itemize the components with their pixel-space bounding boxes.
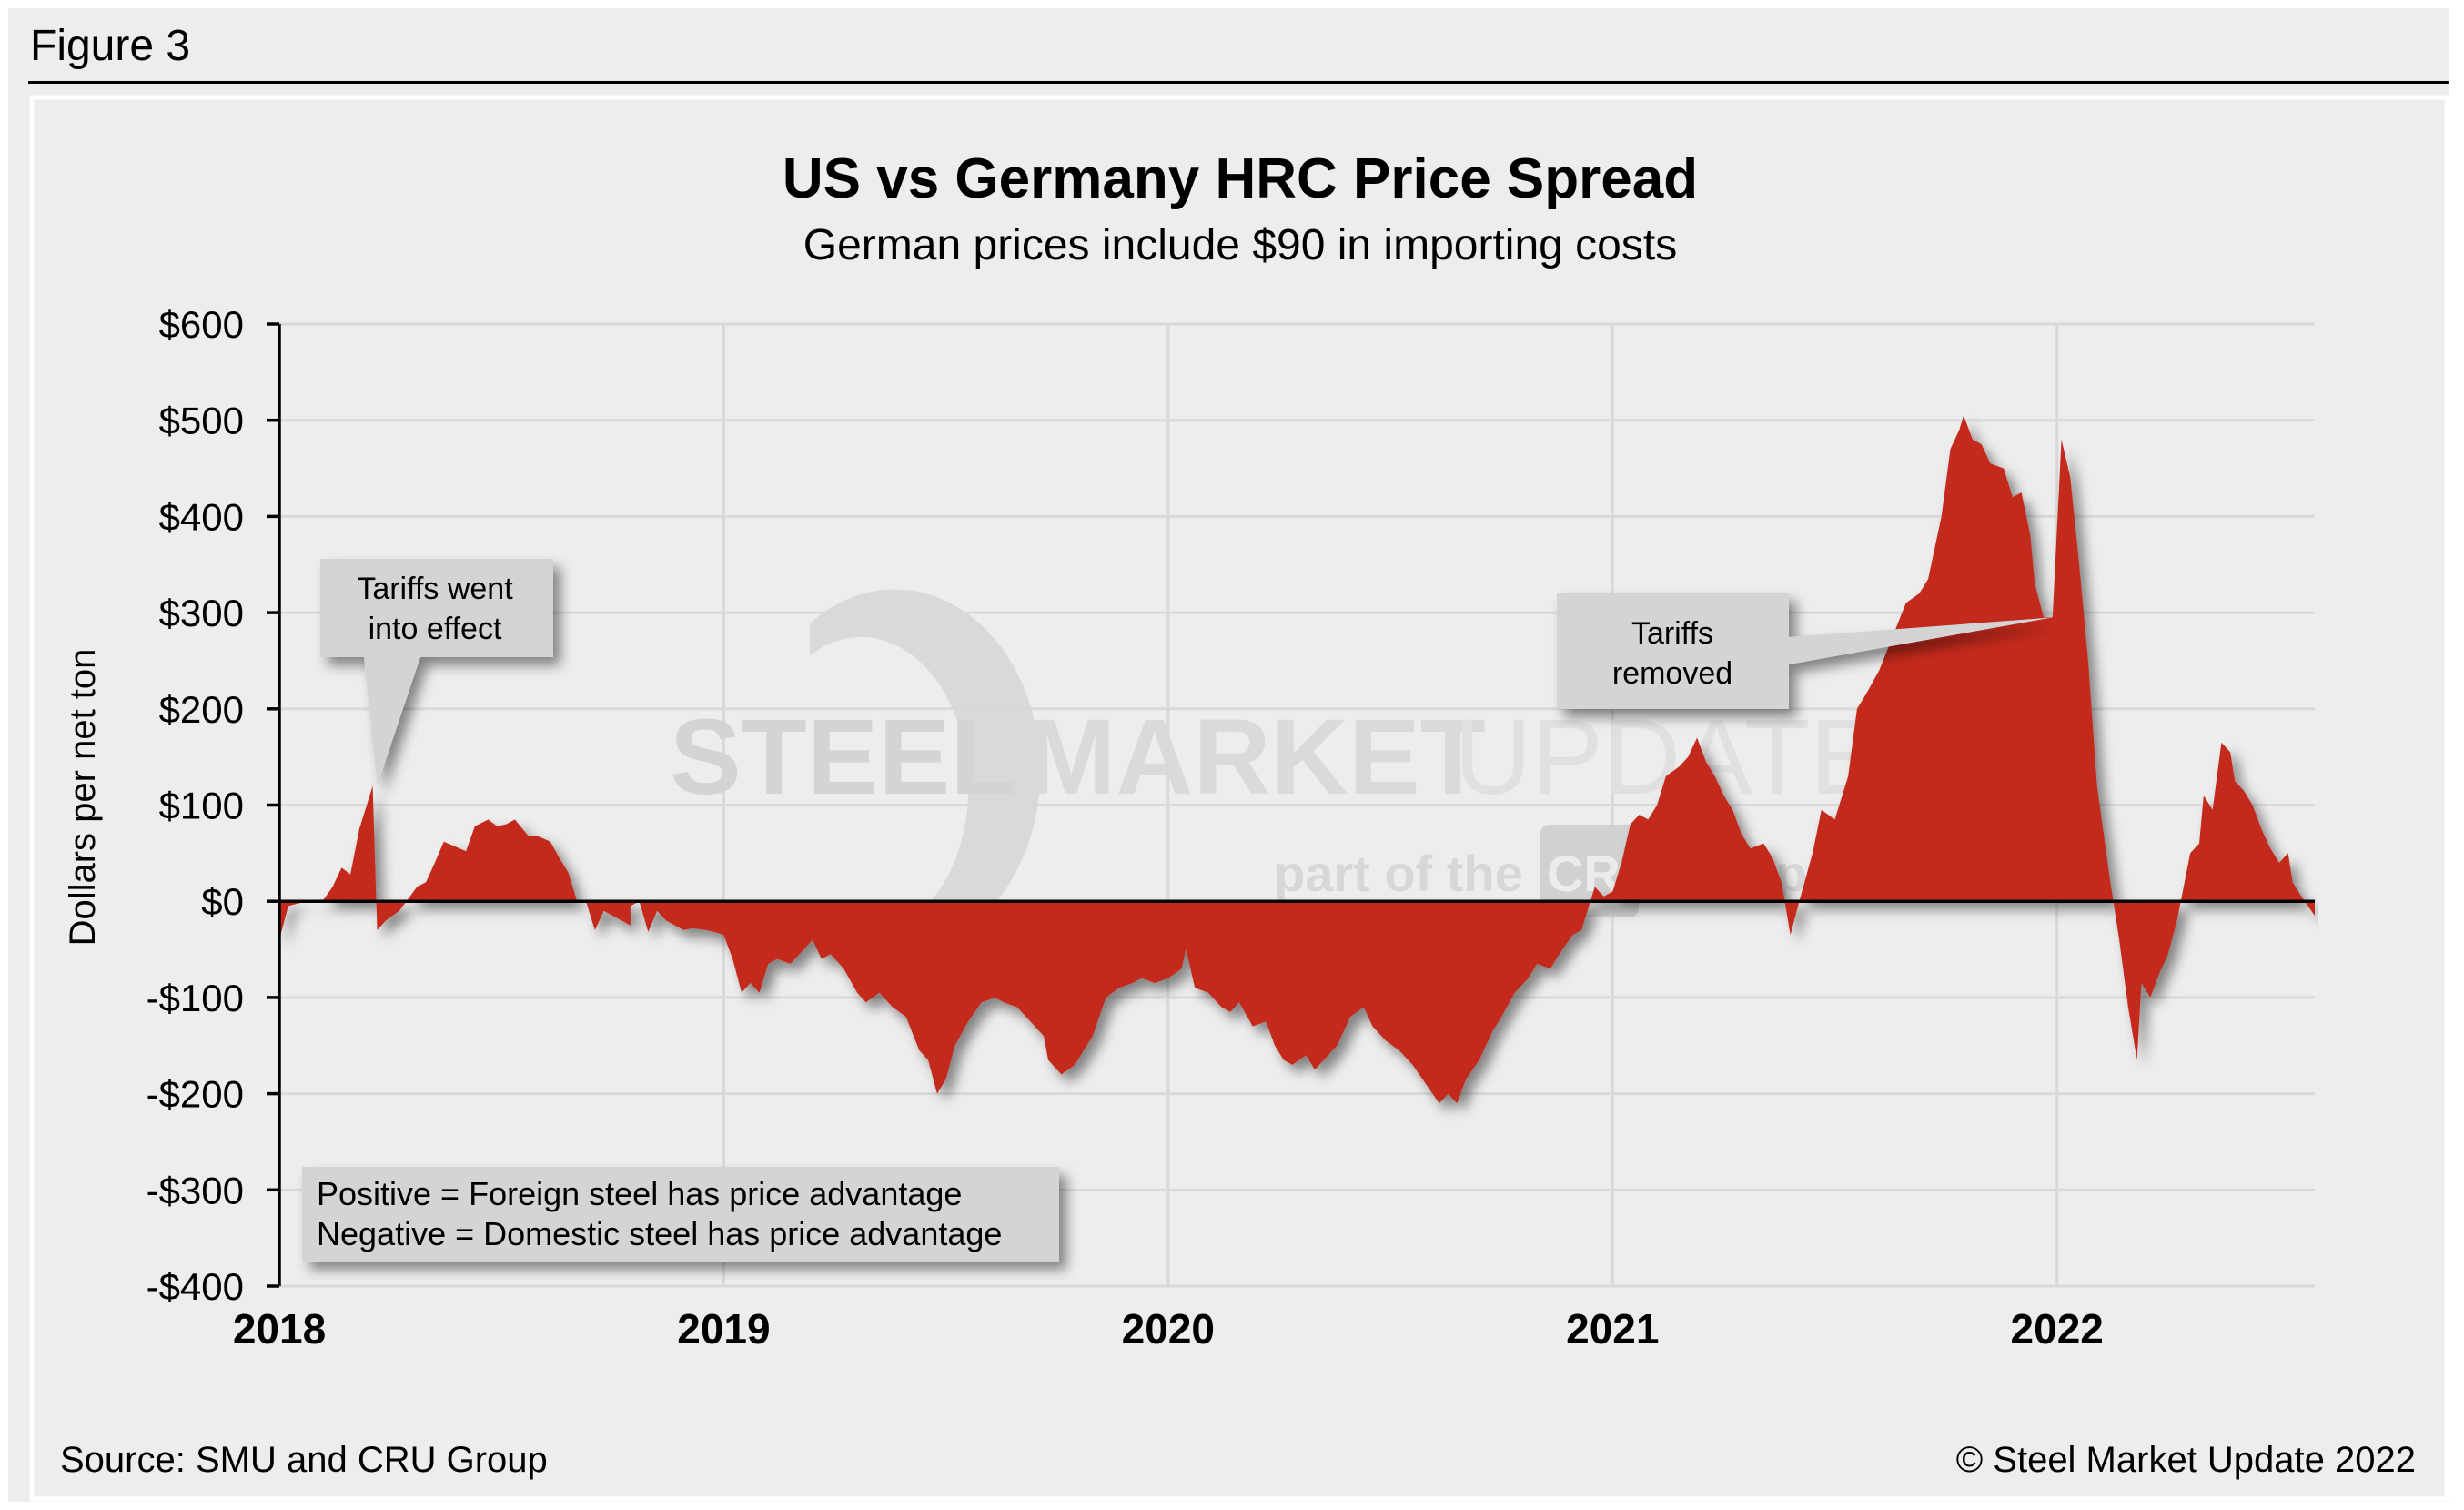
callout-tariffs-effect-line2: into effect [369,612,502,646]
spread-area-series [279,415,2315,1104]
y-tick-label: $600 [159,303,244,346]
callout-tariffs-removed [1557,593,2053,709]
callout-tariffs-effect-line1: Tariffs went [357,572,513,606]
watermark-brand-bold: STEEL [670,697,1015,817]
x-tick-labels: 2018 2019 2020 2021 2022 [233,1305,2104,1353]
y-tick-labels: $600 $500 $400 $300 $200 $100 $0 -$100 -$200 -$30… [146,303,244,1308]
note-box [302,1167,1059,1262]
x-tick-label: 2020 [1122,1305,1215,1353]
x-tick-label: 2019 [677,1305,770,1353]
y-tick-label: -$100 [146,977,244,1019]
callout-tariffs-removed-line2: removed [1612,656,1732,691]
watermark-brand-mid: MARKET [1026,697,1486,817]
y-axis-label: Dollars per net ton [63,649,103,947]
y-tick-label: -$300 [146,1169,244,1211]
x-tick-label: 2021 [1566,1305,1659,1353]
callout-tariffs-removed-line1: Tariffs [1631,616,1713,651]
y-tick-label: -$200 [146,1073,244,1116]
copyright-note: © Steel Market Update 2022 [1956,1440,2416,1480]
figure-label: Figure 3 [30,22,190,70]
chart-title: US vs Germany HRC Price Spread [783,147,1698,210]
note-negative: Negative = Domestic steel has price adva… [317,1215,1002,1252]
y-tick-label: $0 [201,880,244,923]
watermark-tagline-prefix: part of the [1274,845,1523,902]
header-rule [28,81,2449,84]
x-tick-label: 2022 [2011,1305,2104,1353]
note-positive: Positive = Foreign steel has price advan… [317,1175,962,1212]
y-tick-label: $500 [159,400,244,442]
y-tick-label: $300 [159,592,244,634]
chart-subtitle: German prices include $90 in importing c… [803,221,1677,269]
watermark-arc-icon [810,589,1041,954]
callout-tariffs-effect [320,559,553,786]
y-tick-label: -$400 [146,1265,244,1308]
axes [267,322,2315,1288]
y-tick-label: $400 [159,495,244,538]
y-tick-label: $100 [159,785,244,827]
source-note: Source: SMU and CRU Group [60,1440,548,1480]
y-tick-label: $200 [159,688,244,731]
x-tick-label: 2018 [233,1305,326,1353]
